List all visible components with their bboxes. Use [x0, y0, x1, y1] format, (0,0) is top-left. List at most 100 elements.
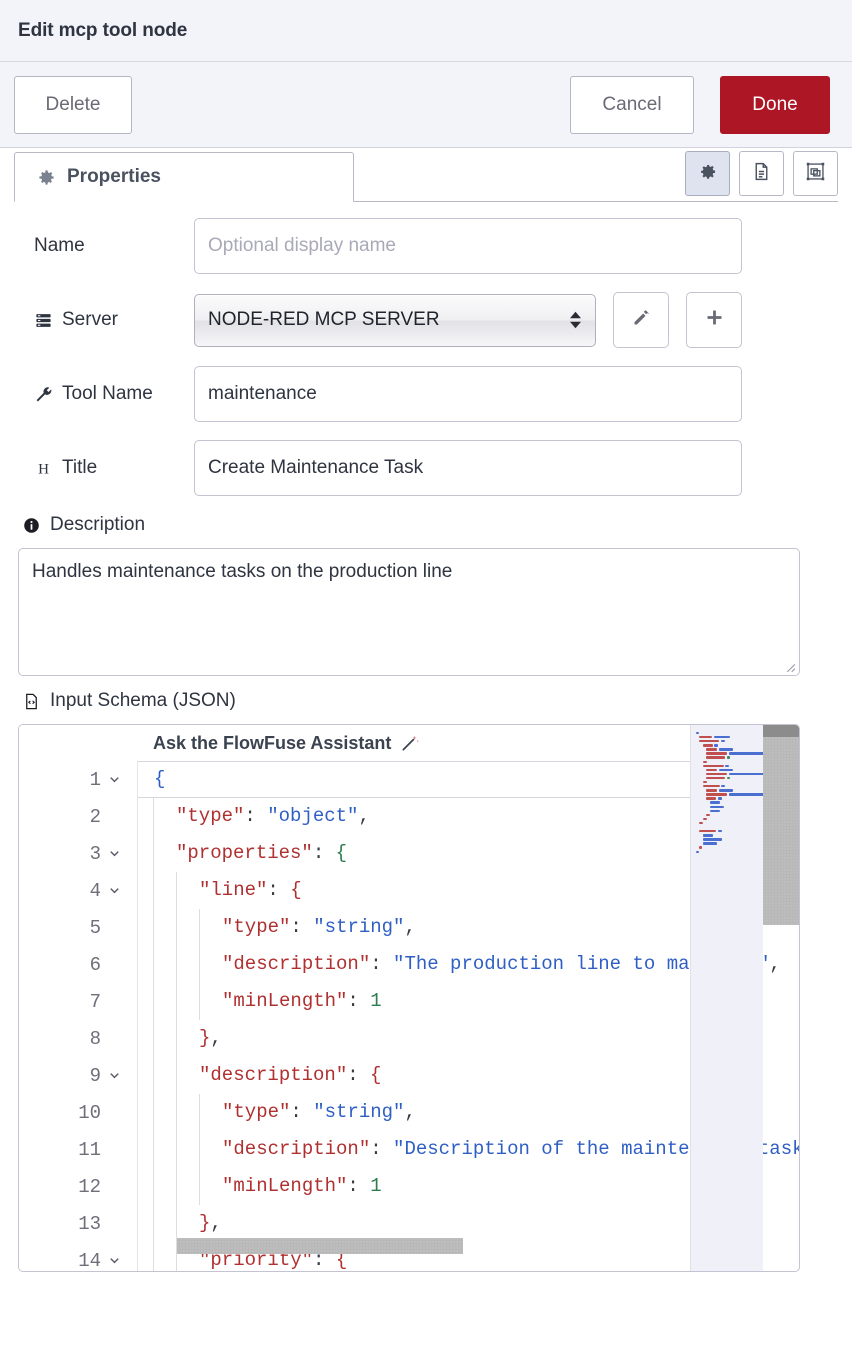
- minimap-line: [696, 833, 763, 837]
- tab-properties[interactable]: Properties: [14, 152, 354, 202]
- minimap-line: [696, 739, 763, 743]
- code-token: "description": [199, 1064, 348, 1086]
- tab-strip: Properties: [0, 148, 852, 202]
- minimap-token: [696, 850, 699, 853]
- code-token: :: [290, 1101, 314, 1123]
- code-line-text: {: [154, 768, 165, 790]
- minimap-token: [699, 735, 713, 739]
- minimap-line: [696, 805, 763, 809]
- flowfuse-assistant-button[interactable]: Ask the FlowFuse Assistant: [137, 725, 691, 761]
- server-select-value: NODE-RED MCP SERVER: [208, 309, 440, 330]
- minimap-token: [706, 797, 717, 800]
- indent-guide: [199, 946, 200, 983]
- code-token: }: [199, 1027, 211, 1049]
- fold-chevron-down-icon[interactable]: [101, 1253, 127, 1268]
- code-line[interactable]: "minLength": 1: [137, 1168, 799, 1205]
- minimap-token: [714, 744, 719, 747]
- code-token: {: [335, 1249, 348, 1271]
- horizontal-scrollbar[interactable]: [137, 1238, 697, 1254]
- code-line[interactable]: "line": {: [137, 872, 799, 909]
- description-textarea[interactable]: Handles maintenance tasks on the product…: [18, 548, 800, 676]
- code-line[interactable]: "description": "Description of the maint…: [137, 1131, 799, 1168]
- horizontal-scrollbar-thumb[interactable]: [177, 1238, 463, 1254]
- code-token: 1: [370, 990, 382, 1012]
- code-token: :: [313, 1249, 336, 1271]
- title-input[interactable]: [194, 440, 742, 496]
- vertical-scrollbar[interactable]: [763, 725, 799, 1271]
- code-line[interactable]: "type": "object",: [137, 798, 799, 835]
- minimap-token: [706, 776, 726, 780]
- minimap-token: [702, 817, 707, 821]
- magic-wand-icon: [400, 733, 420, 753]
- code-line[interactable]: },: [137, 1205, 799, 1242]
- code-line-text: "type": "string",: [153, 916, 416, 938]
- fold-chevron-down-icon[interactable]: [101, 883, 127, 898]
- code-token: :: [312, 842, 336, 864]
- properties-gear-icon-button[interactable]: [685, 151, 730, 196]
- line-number: 3: [19, 835, 137, 872]
- code-line[interactable]: "properties": {: [137, 835, 799, 872]
- title-label: H Title: [18, 440, 194, 496]
- minimap-token: [706, 748, 718, 751]
- minimap-line: [696, 764, 763, 768]
- minimap-line: [696, 842, 763, 846]
- indent-guide: [176, 872, 177, 909]
- code-line-text: "minLength": 1: [153, 1175, 382, 1197]
- server-controls: NODE-RED MCP SERVER: [194, 292, 742, 348]
- line-number-gutter: 123456789101112131415: [19, 725, 138, 1271]
- minimap-token: [709, 805, 724, 808]
- minimap-line: [696, 809, 763, 813]
- minimap-line: [696, 829, 763, 833]
- dialog-title: Edit mcp tool node: [18, 19, 188, 41]
- json-schema-editor[interactable]: Ask the FlowFuse Assistant 1 2 3 4 5 6 7 8 9 10 11…: [18, 724, 800, 1272]
- minimap-token: [709, 801, 720, 804]
- indent-guide: [176, 1205, 177, 1242]
- code-minimap[interactable]: [690, 725, 763, 1271]
- code-line[interactable]: "priority": {: [137, 1242, 799, 1271]
- minimap-line: [696, 743, 763, 747]
- name-input[interactable]: [194, 218, 742, 274]
- indent-guide: [153, 909, 154, 946]
- code-token: ,: [404, 916, 416, 938]
- cancel-button[interactable]: Cancel: [570, 75, 694, 134]
- appearance-icon-button[interactable]: [793, 151, 838, 196]
- indent-guide: [199, 983, 200, 1020]
- code-token: :: [290, 916, 314, 938]
- code-line[interactable]: "minLength": 1: [137, 983, 799, 1020]
- delete-button[interactable]: Delete: [14, 75, 132, 134]
- minimap-token: [721, 785, 726, 788]
- row-tool-name: Tool Name: [18, 366, 834, 422]
- minimap-line: [696, 788, 763, 792]
- line-number: 2: [89, 805, 101, 828]
- done-button[interactable]: Done: [720, 75, 830, 134]
- code-line[interactable]: },: [137, 1020, 799, 1057]
- code-line[interactable]: "type": "string",: [137, 909, 799, 946]
- chevron-updown-icon: [570, 311, 581, 329]
- code-token: :: [347, 1064, 371, 1086]
- fold-chevron-down-icon[interactable]: [101, 1068, 127, 1083]
- code-token: ,: [769, 953, 781, 975]
- minimap-token: [699, 821, 704, 825]
- minimap-token: [718, 748, 733, 751]
- indent-guide: [176, 1094, 177, 1131]
- minimap-token: [726, 756, 730, 759]
- minimap-token: [699, 830, 717, 833]
- vertical-scrollbar-thumb[interactable]: [763, 725, 799, 737]
- minimap-line: [696, 772, 763, 776]
- indent-guide: [199, 1168, 200, 1205]
- fold-chevron-down-icon[interactable]: [101, 772, 127, 787]
- code-line[interactable]: "description": {: [137, 1057, 799, 1094]
- vertical-scrollbar-track[interactable]: [763, 725, 799, 925]
- line-number: 8: [89, 1027, 101, 1050]
- input-schema-label: Input Schema (JSON): [22, 690, 834, 712]
- server-add-button[interactable]: [686, 292, 742, 348]
- server-select[interactable]: NODE-RED MCP SERVER: [194, 293, 596, 347]
- server-edit-button[interactable]: [613, 292, 669, 348]
- line-number: 11: [78, 1138, 101, 1161]
- tool-name-input[interactable]: [194, 366, 742, 422]
- minimap-token: [699, 740, 720, 743]
- description-doc-icon-button[interactable]: [739, 151, 784, 196]
- minimap-line: [696, 784, 763, 788]
- fold-chevron-down-icon[interactable]: [101, 846, 127, 861]
- code-line[interactable]: "type": "string",: [137, 1094, 799, 1131]
